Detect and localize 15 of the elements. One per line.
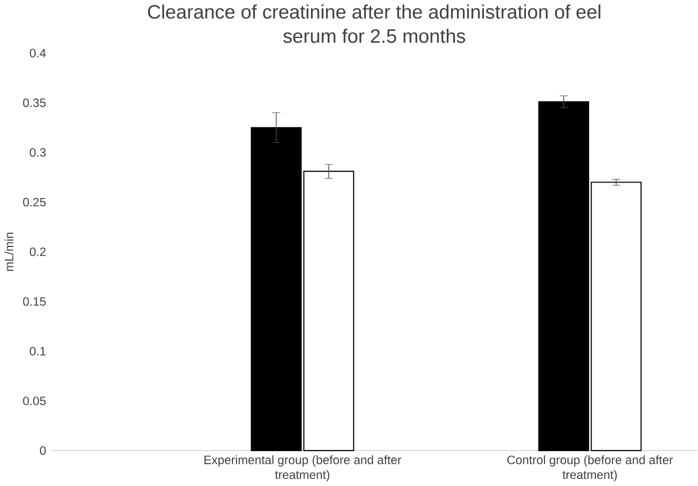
y-tick-label: 0.15 — [23, 297, 46, 306]
x-tick-label: Experimental group (before and after treatment) — [204, 455, 402, 482]
y-axis-title: mL/min — [4, 232, 14, 271]
y-tick-label: 0.25 — [23, 198, 46, 206]
y-tick-label: 0.05 — [23, 396, 46, 406]
chart-title: Clearance of creatinine after the administration of eel serum for 2.5 months — [148, 4, 600, 44]
y-tick-label: 0.4 — [30, 48, 46, 58]
y-tick-label: 0 — [40, 446, 46, 455]
y-tick-label: 0.35 — [23, 98, 46, 108]
bar — [250, 127, 302, 452]
bar — [303, 170, 354, 452]
x-tick-label: Control group (before and after treatment) — [507, 455, 673, 482]
y-tick-label: 0.2 — [30, 248, 46, 256]
y-tick-label: 0.1 — [30, 346, 46, 356]
y-tick-label: 0.3 — [30, 148, 46, 157]
